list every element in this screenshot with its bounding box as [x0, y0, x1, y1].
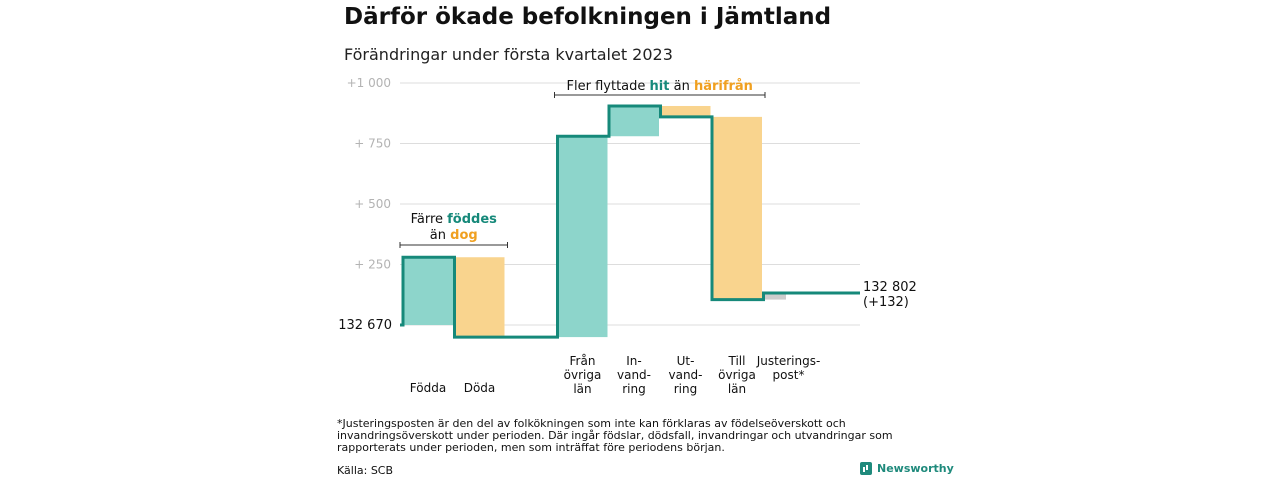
footnote: *Justeringsposten är den del av folkökni…: [337, 417, 893, 454]
bar-positive: [403, 257, 453, 325]
category-label: ring: [622, 382, 646, 396]
bar-negative: [454, 257, 505, 338]
bar-negative: [660, 105, 711, 117]
bar-positive: [609, 105, 659, 137]
category-label: övriga: [564, 368, 602, 382]
bar-positive: [557, 136, 608, 338]
end-change-label: (+132): [863, 295, 909, 310]
category-label: Ut-: [677, 354, 695, 368]
category-label: övriga: [718, 368, 756, 382]
bar-adjustment: [763, 293, 786, 300]
category-label: Från: [570, 354, 596, 368]
newsworthy-logo-icon: [860, 462, 872, 475]
category-label: län: [728, 382, 746, 396]
annotation-bracket: [554, 92, 766, 98]
category-label: ring: [674, 382, 698, 396]
category-label: Födda: [410, 381, 446, 395]
y-tick-label: +1 000: [347, 76, 391, 90]
start-value-label: 132 670: [338, 318, 392, 333]
annotation-fewer-born-line2: än dog: [430, 228, 478, 243]
annotation-fewer-born: Färre föddes: [411, 212, 498, 227]
y-tick-label: + 750: [354, 137, 391, 151]
annotation-bracket: [399, 242, 508, 248]
newsworthy-logo-text: Newsworthy: [877, 462, 954, 475]
y-tick-label: + 500: [354, 197, 391, 211]
category-label: Justerings-: [756, 354, 821, 368]
y-tick-label: + 250: [354, 258, 391, 272]
cumulative-line: [400, 104, 860, 339]
bar-negative: [712, 116, 762, 300]
annotation-moved-here: Fler flyttade hit än härifrån: [567, 79, 753, 94]
category-label: Till: [728, 354, 746, 368]
category-label: län: [573, 382, 591, 396]
category-label: Döda: [464, 381, 496, 395]
source-label: Källa: SCB: [337, 464, 394, 477]
category-label: post*: [773, 368, 805, 382]
newsworthy-logo[interactable]: Newsworthy: [860, 462, 954, 475]
category-label: vand-: [617, 368, 651, 382]
end-value-label: 132 802: [863, 280, 917, 295]
category-label: In-: [626, 354, 641, 368]
chart-title: Därför ökade befolkningen i Jämtland: [344, 4, 832, 30]
chart-subtitle: Förändringar under första kvartalet 2023: [344, 45, 673, 64]
category-label: vand-: [668, 368, 702, 382]
